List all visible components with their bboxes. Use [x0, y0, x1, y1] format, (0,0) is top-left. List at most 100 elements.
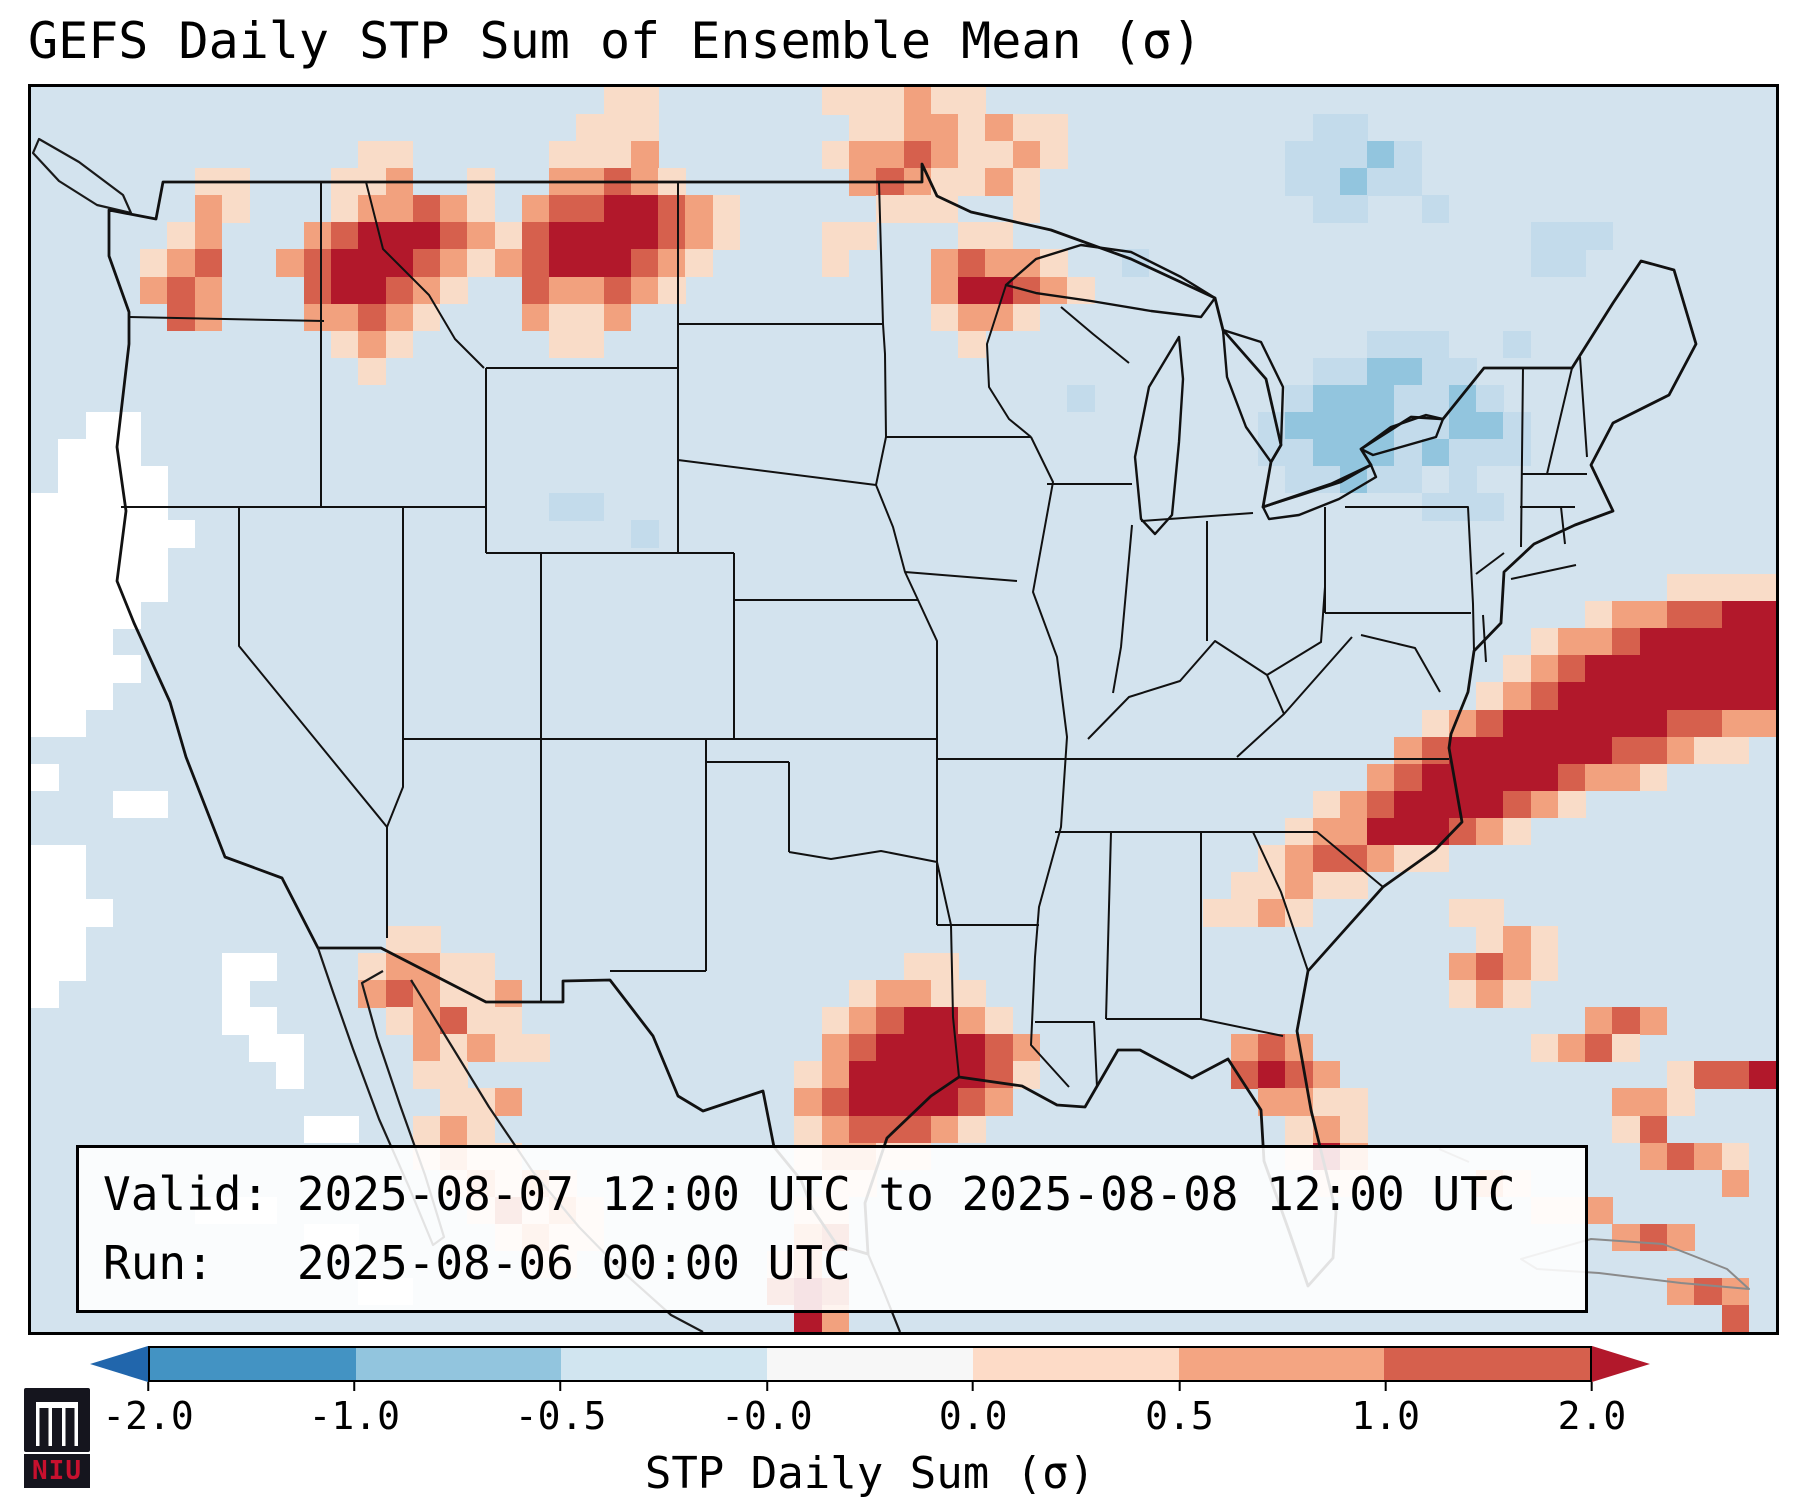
heatmap-cell	[1585, 1196, 1613, 1225]
heatmap-cell	[1421, 195, 1450, 223]
heatmap-cell	[140, 276, 168, 305]
heatmap-cell	[1530, 953, 1559, 981]
heatmap-cell	[1476, 953, 1504, 981]
heatmap-cell	[1339, 168, 1368, 196]
heatmap-cell	[494, 249, 523, 277]
heatmap-cell	[358, 953, 386, 981]
heatmap-cell	[1530, 682, 1559, 710]
heatmap-cell	[194, 168, 250, 196]
heatmap-cell	[385, 1007, 414, 1035]
heatmap-cell	[821, 1115, 850, 1144]
heatmap-cell	[876, 1007, 904, 1035]
heatmap-cell	[849, 168, 877, 196]
colorbar-segment	[1384, 1348, 1591, 1380]
colorbar-tickmark	[146, 1382, 149, 1391]
heatmap-cell	[440, 1034, 468, 1062]
heatmap-cell	[1367, 465, 1422, 494]
heatmap-cell	[521, 195, 550, 223]
heatmap-cell	[1666, 601, 1722, 629]
heatmap-cell	[1639, 628, 1776, 656]
heatmap-cell	[1448, 411, 1504, 440]
heatmap-cell	[794, 1115, 823, 1144]
heatmap-cell	[712, 195, 741, 223]
heatmap-cell	[1339, 1115, 1368, 1144]
heatmap-cell	[930, 303, 959, 332]
colorbar-tick-label: 0.5	[1145, 1394, 1214, 1438]
heatmap-cell	[1285, 871, 1313, 900]
colorbar-tick-label: -2.0	[102, 1394, 194, 1438]
heatmap-cell	[1312, 1088, 1368, 1116]
heatmap-cell	[1367, 844, 1395, 873]
heatmap-cell	[1503, 953, 1532, 981]
heatmap-cell	[603, 168, 632, 196]
heatmap-cell	[194, 222, 223, 250]
heatmap-cell	[1503, 655, 1532, 683]
heatmap-cell	[1557, 763, 1586, 792]
heatmap-cell	[1012, 168, 1041, 196]
heatmap-cell	[549, 276, 604, 305]
heatmap-cell	[385, 276, 414, 305]
heatmap-cell	[1721, 1142, 1750, 1171]
heatmap-cell	[903, 87, 932, 115]
heatmap-cell	[440, 249, 468, 277]
heatmap-cell	[1748, 1061, 1776, 1089]
heatmap-cell	[1612, 736, 1668, 765]
heatmap-cell	[903, 953, 959, 981]
heatmap-cell	[1721, 709, 1776, 738]
heatmap-cell	[1367, 330, 1450, 359]
heatmap-cell	[821, 1007, 850, 1035]
heatmap-cell	[1012, 1034, 1041, 1062]
figure-title: GEFS Daily STP Sum of Ensemble Mean (σ)	[28, 12, 1202, 70]
heatmap-cell	[958, 222, 1013, 250]
heatmap-cell	[1203, 899, 1259, 927]
heatmap-cell	[440, 195, 468, 223]
heatmap-cell	[1530, 249, 1586, 277]
heatmap-cell	[358, 980, 386, 1008]
heatmap-cell	[521, 249, 550, 277]
heatmap-cell	[440, 1088, 495, 1116]
heatmap-cell	[412, 1115, 441, 1144]
heatmap-cell	[658, 222, 686, 250]
heatmap-cell	[1312, 1061, 1341, 1089]
heatmap-cell	[821, 1088, 850, 1116]
heatmap-cell	[930, 249, 959, 277]
heatmap-cell	[221, 980, 250, 1008]
heatmap-cell	[303, 249, 332, 277]
heatmap-cell	[521, 222, 550, 250]
heatmap-cell	[903, 1007, 959, 1035]
heatmap-cell	[1367, 817, 1450, 846]
heatmap-cell	[440, 1115, 468, 1144]
heatmap-cell	[303, 1115, 359, 1144]
heatmap-cell	[330, 195, 359, 223]
heatmap-cell	[1285, 141, 1368, 169]
heatmap-cell	[1339, 465, 1368, 494]
heatmap-cell	[467, 1115, 496, 1144]
colorbar-tickmark	[353, 1382, 356, 1391]
heatmap-cell	[58, 465, 168, 494]
heatmap-cell	[658, 276, 686, 305]
heatmap-cell	[985, 114, 1014, 142]
heatmap-cell	[1585, 1007, 1613, 1035]
heatmap-cell	[412, 249, 441, 277]
colorbar-tick: -0.0	[721, 1382, 813, 1438]
heatmap-cell	[249, 1034, 305, 1062]
heatmap-cell	[958, 249, 986, 277]
heatmap-cell	[1503, 682, 1532, 710]
heatmap-cell	[1503, 926, 1532, 954]
heatmap-cell	[1530, 655, 1559, 683]
heatmap-cell	[330, 330, 359, 359]
heatmap-cell	[849, 1007, 877, 1035]
heatmap-cell	[467, 1007, 523, 1035]
heatmap-cell	[1503, 330, 1532, 359]
heatmap-cell	[31, 871, 86, 900]
heatmap-cell	[849, 141, 904, 169]
heatmap-cell	[1312, 384, 1395, 413]
heatmap-cell	[1039, 141, 1068, 169]
heatmap-cell	[1666, 1088, 1695, 1116]
heatmap-cell	[603, 87, 659, 115]
heatmap-cell	[385, 330, 414, 359]
heatmap-cell	[658, 249, 686, 277]
heatmap-cell	[440, 980, 495, 1008]
heatmap-cell	[1012, 195, 1041, 223]
heatmap-cell	[1694, 1061, 1750, 1089]
